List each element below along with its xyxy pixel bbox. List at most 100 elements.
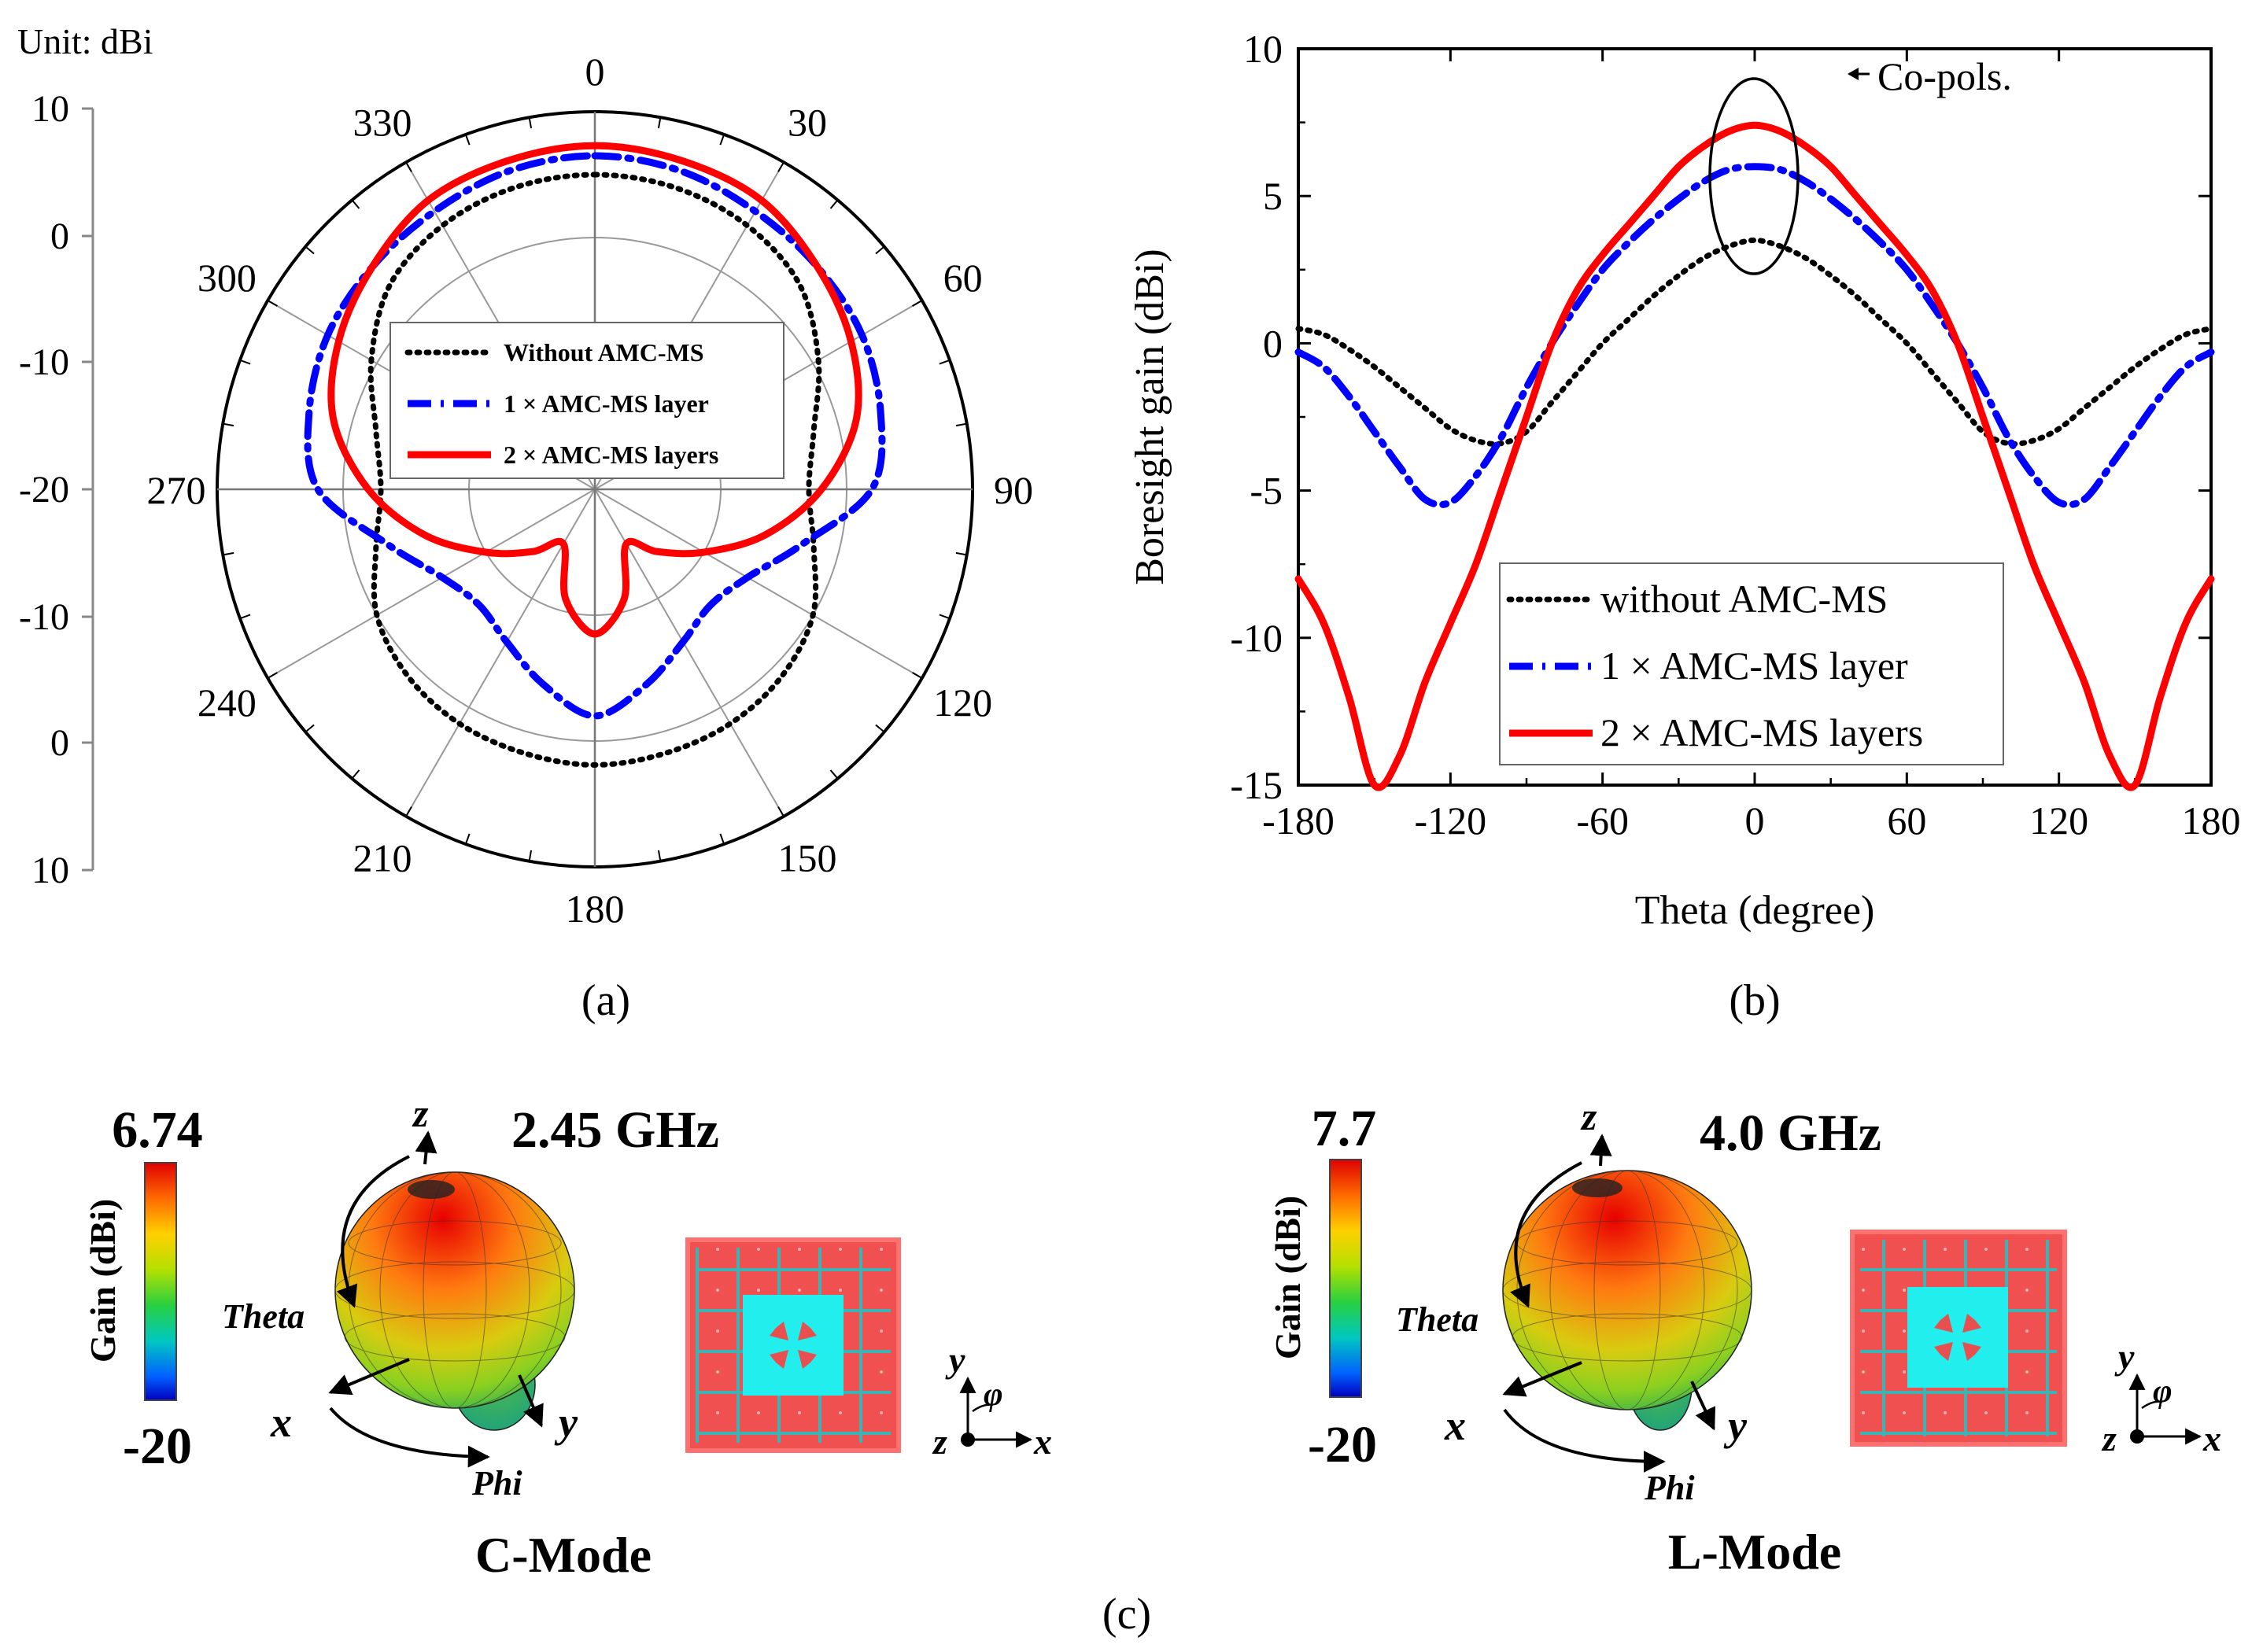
c-mode-scale-max: 6.74 [112, 1101, 203, 1159]
radial-tick-label: 10 [31, 850, 69, 891]
l-mode-axis-z: z [1580, 1094, 1597, 1138]
line-series-solid [1294, 121, 2215, 791]
polar-tick [719, 134, 725, 146]
polar-tick [719, 833, 725, 845]
polar-tick [464, 134, 471, 146]
radial-tick-label: 10 [31, 88, 69, 130]
polar-angle-labels: 0 30 60 90 120 150 180 210 240 270 300 330 [147, 50, 1034, 931]
l-mode-coordinate-system: y φ z x [2101, 1337, 2221, 1458]
polar-tick [829, 769, 839, 780]
polar-tick [912, 300, 923, 307]
c-mode-theta-label: Theta [222, 1297, 305, 1336]
polar-angle-label: 0 [585, 50, 605, 94]
phi-arrow [329, 1407, 490, 1468]
x-tick-label: -180 [1262, 798, 1335, 843]
panel-a-label: (a) [581, 976, 630, 1025]
polar-angle-label: 300 [198, 256, 257, 300]
c-mode-coordinate-system: y φ z x [932, 1340, 1052, 1462]
c-mode-phi-label: Phi [471, 1464, 522, 1503]
c-mode-label: C-Mode [475, 1527, 652, 1583]
x-tick-label: 60 [1887, 798, 1926, 843]
line-legend-1layer: 1 × AMC-MS layer [1600, 643, 1908, 688]
l-mode-coord-y: y [2114, 1337, 2135, 1377]
z-axis-arrow [415, 1130, 437, 1165]
c-mode-axis-z: z [412, 1091, 429, 1135]
polar-tick [777, 161, 784, 172]
panel-c-label: (c) [1102, 1590, 1151, 1639]
polar-tick [239, 359, 251, 365]
polar-tick [875, 724, 885, 733]
polar-angle-label: 180 [566, 887, 625, 931]
radial-tick-label: 0 [50, 216, 69, 257]
radial-tick-label: -10 [19, 341, 69, 383]
polar-tick [939, 614, 951, 620]
polar-angle-label: 240 [198, 680, 257, 725]
line-series-dotted [1295, 237, 2214, 447]
co-pol-arrow-head [1848, 68, 1859, 80]
c-mode-coord-phi: φ [984, 1377, 1003, 1413]
l-mode-coord-x: x [2202, 1418, 2221, 1458]
c-mode-axis-x: x [270, 1399, 292, 1446]
x-axis-arrow [1502, 1361, 1582, 1397]
c-mode-amc-layout [685, 1237, 901, 1453]
c-mode-scale-min: -20 [123, 1418, 192, 1475]
polar-tick [777, 806, 784, 817]
polar-tick [955, 551, 967, 556]
y-axis-label: Boresight gain (dBi) [1128, 249, 1172, 585]
polar-tick [305, 724, 315, 733]
polar-chart: Unit: dBi 10 0 -10 -20 -10 0 10 0 30 60 90 120 150 1… [17, 21, 1033, 1025]
polar-series-solid [327, 142, 862, 638]
x-tick-label: 180 [2182, 798, 2241, 843]
co-pol-annotation: Co-pols. [1877, 54, 2012, 98]
y-axis-arrow [518, 1374, 544, 1428]
polar-angle-label: 60 [943, 256, 983, 300]
y-axis-arrow [1690, 1381, 1716, 1431]
c-mode-coord-x: x [1033, 1422, 1052, 1462]
polar-angle-label: 210 [353, 836, 412, 880]
polar-tick [351, 199, 360, 209]
co-pol-ellipse [1708, 77, 1800, 275]
radial-tick-label: -20 [19, 469, 69, 511]
theta-arrow [336, 1155, 410, 1308]
y-tick-label: -10 [1230, 616, 1283, 660]
polar-angle-label: 270 [147, 468, 206, 512]
polar-legend-1layer: 1 × AMC-MS layer [504, 389, 709, 418]
line-axes: -180 -120 -60 0 60 120 180 10 5 0 -5 -10 -15 [1230, 27, 2240, 843]
polar-tick [267, 300, 278, 307]
polar-angle-label: 90 [994, 468, 1033, 512]
polar-tick [239, 614, 251, 620]
polar-tick [955, 422, 967, 427]
polar-grid [216, 110, 974, 868]
line-legend-2layers: 2 × AMC-MS layers [1600, 710, 1923, 754]
l-mode-coord-z: z [2101, 1418, 2117, 1458]
l-mode-colorbar [1329, 1159, 1362, 1398]
polar-tick [657, 117, 662, 129]
radial-tick-label: 0 [50, 722, 69, 764]
polar-tick [829, 199, 839, 209]
l-mode-label: L-Mode [1668, 1524, 1841, 1580]
line-legend: without AMC-MS 1 × AMC-MS layer 2 × AMC-… [1499, 562, 2004, 765]
l-mode-phi-label: Phi [1644, 1469, 1695, 1507]
l-mode-scale-min: -20 [1308, 1416, 1377, 1473]
l-mode-scale-max: 7.7 [1312, 1100, 1377, 1157]
polar-radial-scale: 10 0 -10 -20 -10 0 10 [19, 88, 94, 891]
polar-tick [875, 245, 885, 255]
polar-tick [528, 117, 533, 129]
c-mode-axis-y: y [554, 1399, 578, 1446]
z-axis-arrow [1589, 1134, 1612, 1167]
polar-unit-label: Unit: dBi [17, 21, 153, 61]
polar-tick [351, 769, 360, 780]
polar-tick [912, 672, 923, 679]
x-axis-label: Theta (degree) [1635, 888, 1875, 933]
c-mode-coord-z: z [932, 1422, 947, 1462]
polar-tick [405, 806, 412, 817]
l-mode-theta-label: Theta [1396, 1300, 1479, 1339]
c-mode-colorbar [144, 1162, 177, 1401]
c-mode-coord-y: y [945, 1340, 965, 1380]
l-mode-coord-phi: φ [2153, 1374, 2173, 1410]
panel-b-label: (b) [1729, 976, 1780, 1025]
polar-angle-label: 120 [933, 680, 992, 725]
y-tick-label: -15 [1230, 763, 1283, 807]
polar-tick [223, 422, 234, 427]
